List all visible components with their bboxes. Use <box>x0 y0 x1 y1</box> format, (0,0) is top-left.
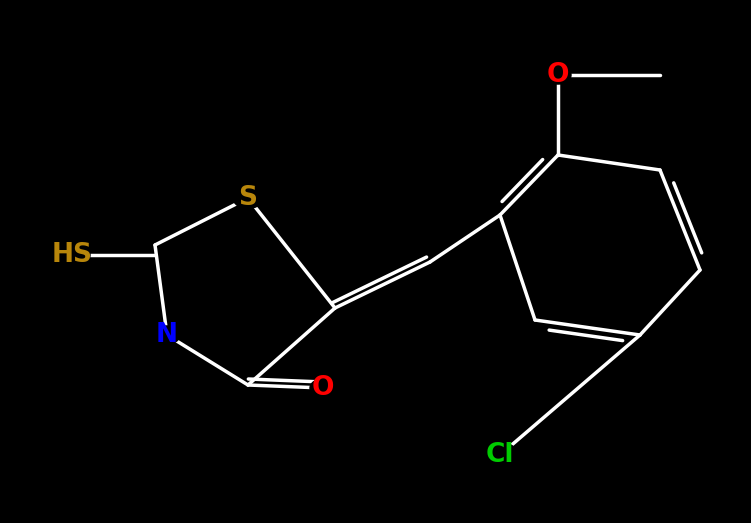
Circle shape <box>233 188 263 209</box>
Circle shape <box>482 442 518 468</box>
Text: O: O <box>547 62 569 88</box>
Text: N: N <box>156 322 178 348</box>
Text: Cl: Cl <box>486 442 514 468</box>
Circle shape <box>154 326 180 344</box>
Circle shape <box>310 379 336 397</box>
Text: S: S <box>239 185 258 211</box>
Text: O: O <box>312 375 334 401</box>
Text: HS: HS <box>52 242 92 268</box>
Circle shape <box>545 66 571 84</box>
Circle shape <box>54 243 90 268</box>
